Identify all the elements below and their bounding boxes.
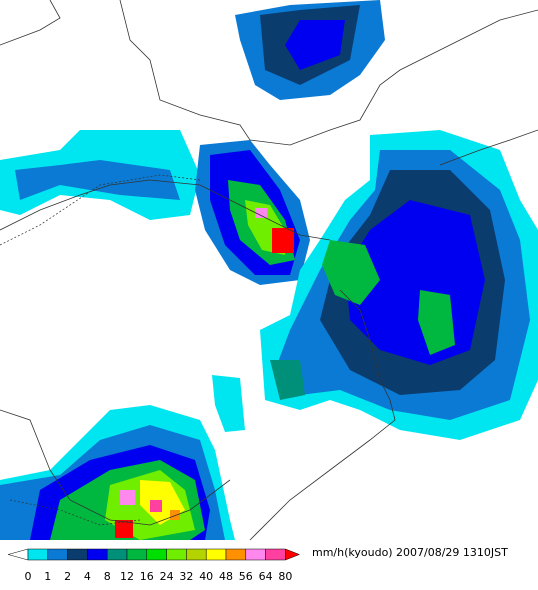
echo bbox=[285, 20, 345, 70]
echo bbox=[115, 520, 133, 538]
legend-level: 8 bbox=[104, 570, 111, 583]
legend-swatch bbox=[245, 548, 266, 561]
echo bbox=[15, 160, 180, 200]
legend-unit: mm/h(kyoudo) bbox=[312, 546, 393, 559]
legend-swatch bbox=[205, 548, 227, 561]
legend-level: 40 bbox=[199, 570, 213, 583]
legend-level: 80 bbox=[278, 570, 292, 583]
legend-timestamp: 2007/08/29 1310JST bbox=[396, 546, 508, 559]
legend-level: 16 bbox=[140, 570, 154, 583]
echo bbox=[270, 360, 305, 400]
coastlines bbox=[0, 0, 538, 541]
legend-swatch bbox=[126, 548, 148, 561]
legend-swatch bbox=[106, 548, 128, 561]
legend-level: 48 bbox=[219, 570, 233, 583]
echo bbox=[418, 290, 455, 355]
legend-level: 2 bbox=[64, 570, 71, 583]
echo bbox=[212, 375, 245, 432]
coastline bbox=[0, 0, 61, 46]
legend-swatch bbox=[146, 548, 167, 561]
echo bbox=[255, 208, 267, 218]
radar-echoes bbox=[0, 0, 538, 540]
echo bbox=[272, 228, 294, 253]
prefecture-border bbox=[9, 499, 141, 526]
legend-level: 24 bbox=[160, 570, 174, 583]
echo bbox=[170, 510, 180, 520]
echo bbox=[120, 490, 135, 505]
echo bbox=[322, 240, 380, 305]
legend-level: 12 bbox=[120, 570, 134, 583]
legend-level: 4 bbox=[84, 570, 91, 583]
coastline bbox=[119, 0, 538, 146]
prefecture-border bbox=[0, 174, 201, 246]
legend-level: 64 bbox=[259, 570, 273, 583]
legend-swatch bbox=[47, 548, 68, 561]
legend-swatch bbox=[87, 548, 108, 561]
legend-swatch bbox=[285, 548, 301, 561]
coastline bbox=[439, 129, 538, 166]
coastline bbox=[249, 289, 396, 541]
legend-swatch bbox=[67, 548, 88, 561]
legend-swatch bbox=[7, 548, 29, 561]
legend-swatch bbox=[166, 548, 187, 561]
legend-level: 56 bbox=[239, 570, 253, 583]
legend-level: 1 bbox=[44, 570, 51, 583]
coastline bbox=[0, 179, 331, 241]
legend-swatch bbox=[186, 548, 207, 561]
legend-swatch bbox=[265, 548, 286, 561]
legend-swatch bbox=[27, 548, 49, 561]
legend-level: 0 bbox=[25, 570, 32, 583]
legend-level: 32 bbox=[179, 570, 193, 583]
legend-swatch bbox=[225, 548, 247, 561]
coastline bbox=[0, 409, 231, 526]
legend: mm/h(kyoudo) 2007/08/29 1310JST 0 1 2 4 8 12 1… bbox=[7, 546, 508, 583]
echo bbox=[150, 500, 162, 512]
